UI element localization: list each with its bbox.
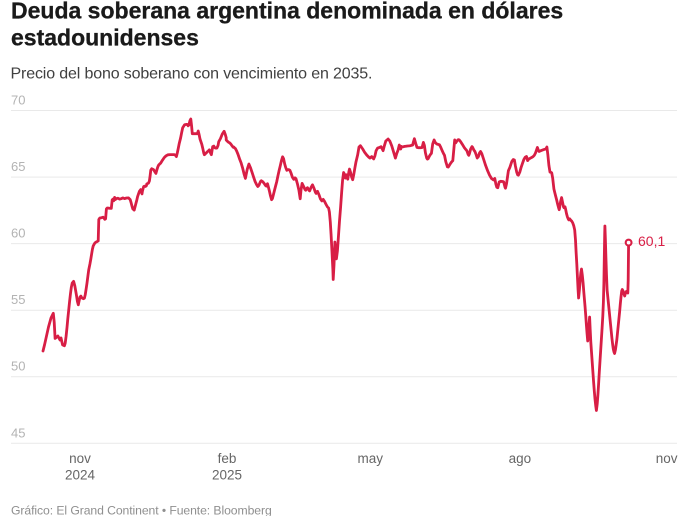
svg-text:feb: feb	[218, 451, 237, 466]
svg-text:2024: 2024	[65, 468, 96, 483]
svg-text:Deuda soberana argentina denom: Deuda soberana argentina denominada en d…	[11, 0, 563, 24]
svg-text:2025: 2025	[212, 468, 242, 483]
svg-text:estadounidenses: estadounidenses	[11, 25, 199, 51]
svg-text:65: 65	[11, 159, 25, 174]
svg-text:Precio del bono soberano con v: Precio del bono soberano con vencimiento…	[11, 66, 373, 83]
svg-text:nov: nov	[656, 451, 678, 466]
svg-text:may: may	[358, 451, 384, 466]
svg-text:ago: ago	[509, 451, 532, 466]
svg-text:45: 45	[11, 425, 25, 440]
svg-text:Gráfico: El Grand Continent •: Gráfico: El Grand Continent • Fuente: Bl…	[11, 504, 272, 517]
svg-text:60,1: 60,1	[638, 233, 665, 249]
svg-text:60: 60	[11, 226, 25, 241]
svg-text:55: 55	[11, 292, 25, 307]
svg-text:nov: nov	[69, 451, 91, 466]
svg-text:50: 50	[11, 359, 25, 374]
svg-text:70: 70	[11, 93, 25, 108]
